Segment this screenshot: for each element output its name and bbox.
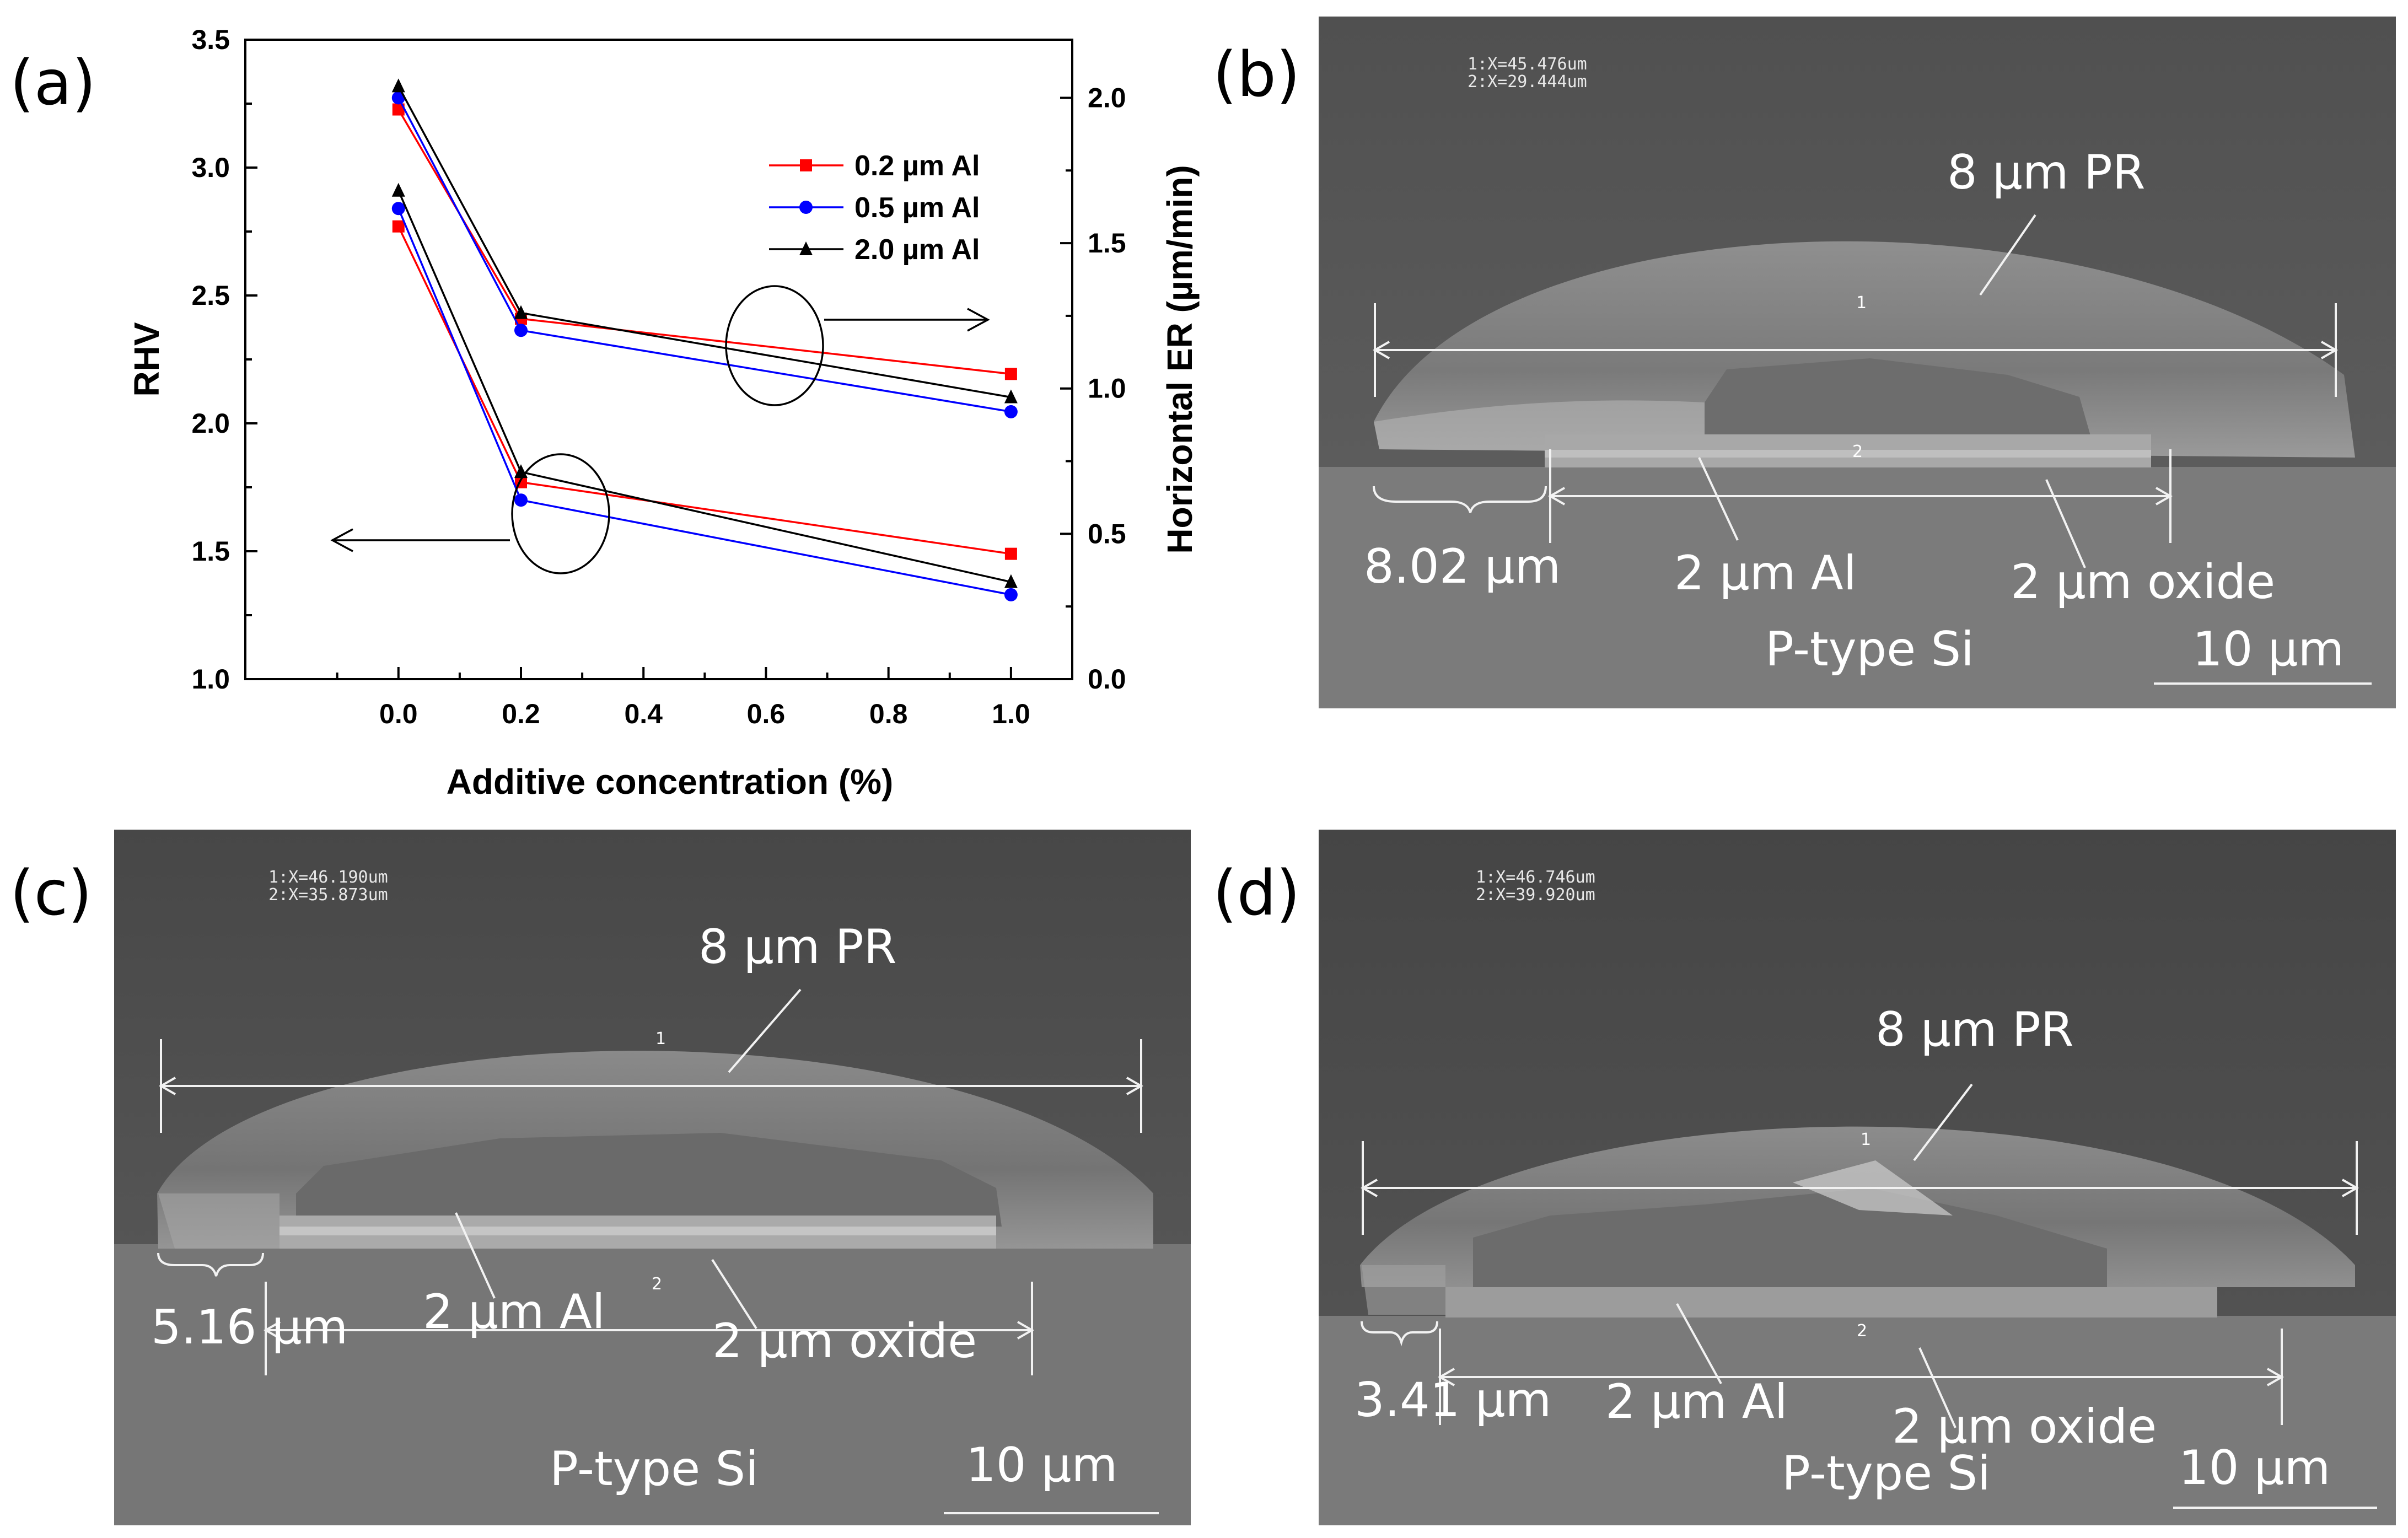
y2-tick-label: 2.0 <box>1088 82 1126 113</box>
sem-c-substrate-label: P-type Si <box>550 1442 759 1497</box>
y-tick-label: 2.5 <box>191 280 230 311</box>
rhv-point-2-0-m-al <box>1004 574 1018 588</box>
legend-label-0-5-m-al: 0.5 µm Al <box>854 192 980 224</box>
x-axis-label: Additive concentration (%) <box>447 762 894 802</box>
legend-label-0-2-m-al: 0.2 µm Al <box>854 150 980 182</box>
sem-d-marker-2: 2 <box>1857 1321 1868 1341</box>
sem-c-marker-2: 2 <box>652 1275 663 1294</box>
panel-b-letter: (b) <box>1213 39 1300 111</box>
y-axis-label: RHV <box>127 322 166 396</box>
panel-d-letter: (d) <box>1213 858 1300 929</box>
sem-d-pr-label: 8 µm PR <box>1875 1002 2074 1057</box>
sem-b-scale-label: 10 µm <box>2192 622 2345 677</box>
annotation-arrowhead-right <box>967 308 990 332</box>
er-point-0-5-m-al <box>1004 405 1018 418</box>
y2-tick-label: 1.5 <box>1088 228 1126 259</box>
y-tick-label: 1.5 <box>191 536 230 567</box>
er-point-2-0-m-al <box>391 78 405 93</box>
rhv-point-0-2-m-al <box>392 220 405 233</box>
x-tick-label: 0.2 <box>502 698 540 729</box>
annotation-ellipse-er <box>725 285 824 406</box>
y2-tick-label: 1.0 <box>1088 373 1126 404</box>
sem-b-substrate-label: P-type Si <box>1765 622 1974 677</box>
sem-d-oxide-label: 2 µm oxide <box>1892 1399 2157 1454</box>
sem-d-marker-1: 1 <box>1861 1130 1872 1149</box>
sem-b-marker-2: 2 <box>1852 442 1863 461</box>
y-tick-label: 3.0 <box>191 152 230 183</box>
y2-tick-label: 0.5 <box>1088 518 1126 549</box>
sem-d-readout: 1:X=46.746um 2:X=39.920um <box>1476 868 1595 905</box>
sem-b-al-label: 2 µm Al <box>1674 546 1857 601</box>
sem-d-undercut-label: 3.41 µm <box>1354 1373 1552 1428</box>
er-point-2-0-m-al <box>1004 389 1018 404</box>
x-tick-label: 0.8 <box>869 698 908 729</box>
annotation-arrowhead-left <box>330 528 353 552</box>
sem-c-scale-label: 10 µm <box>966 1438 1118 1493</box>
x-tick-label: 0.4 <box>624 698 663 729</box>
sem-d-scale-label: 10 µm <box>2179 1440 2331 1496</box>
x-tick-label: 1.0 <box>992 698 1030 729</box>
rhv-point-0-2-m-al <box>1004 547 1017 560</box>
y-tick-label: 1.0 <box>191 664 230 695</box>
sem-d-al-label: 2 µm Al <box>1605 1374 1788 1429</box>
rhv-point-0-5-m-al <box>391 202 405 216</box>
sem-c-al-label: 2 µm Al <box>423 1284 605 1340</box>
rhv-line-0-2-m-al <box>397 225 1012 555</box>
er-point-0-5-m-al <box>514 324 528 337</box>
x-tick-label: 0.6 <box>747 698 786 729</box>
annotation-ellipse-rhv <box>511 453 610 574</box>
sem-c-undercut-label: 5.16 µm <box>151 1300 348 1355</box>
sem-b-undercut-label: 8.02 µm <box>1364 539 1561 594</box>
rhv-point-2-0-m-al <box>391 182 405 197</box>
panel-a-letter: (a) <box>10 47 96 119</box>
sem-image-c: 1:X=46.190um 2:X=35.873um 1 2 8 µm PR 5.1… <box>114 830 1191 1525</box>
y-tick-label: 3.5 <box>191 24 230 55</box>
y2-axis-label: Horizontal ER (µm/min) <box>1160 165 1200 553</box>
sem-image-b: 1:X=45.476um 2:X=29.444um 1 2 8 µm PR 8.0… <box>1319 17 2396 708</box>
sem-c-pr-label: 8 µm PR <box>698 919 897 975</box>
sem-b-pr-label: 8 µm PR <box>1947 145 2146 200</box>
x-tick-label: 0.0 <box>379 698 418 729</box>
sem-b-readout: 1:X=45.476um 2:X=29.444um <box>1468 55 1587 92</box>
er-point-0-2-m-al <box>1004 368 1017 380</box>
er-point-2-0-m-al <box>514 305 528 319</box>
y2-tick-label: 0.0 <box>1088 664 1126 695</box>
sem-c-oxide-label: 2 µm oxide <box>712 1314 977 1369</box>
rhv-point-0-5-m-al <box>514 493 528 507</box>
etch-rate-chart: 0.0 0.2 0.4 0.6 0.8 1.0 1.0 1.5 2.0 2.5 3.0 3.5 0.0 0… <box>127 24 1200 802</box>
panel-c-letter: (c) <box>10 858 92 929</box>
legend-marker-0-5-m-al <box>799 201 813 214</box>
legend-marker-2-0-m-al <box>799 241 813 255</box>
sem-d-substrate-label: P-type Si <box>1782 1446 1991 1501</box>
sem-b-oxide-label: 2 µm oxide <box>2011 555 2276 610</box>
er-point-0-2-m-al <box>392 103 405 116</box>
rhv-point-0-5-m-al <box>1004 588 1018 601</box>
sem-image-d: 1:X=46.746um 2:X=39.920um 1 2 8 µm PR 3.4… <box>1319 830 2396 1525</box>
sem-c-readout: 1:X=46.190um 2:X=35.873um <box>268 868 388 905</box>
sem-c-marker-1: 1 <box>655 1029 666 1048</box>
y-tick-label: 2.0 <box>191 408 230 439</box>
legend-label-2-0-m-al: 2.0 µm Al <box>854 234 980 266</box>
legend-marker-0-2-m-al <box>800 159 812 171</box>
er-point-0-5-m-al <box>391 91 405 105</box>
sem-b-marker-1: 1 <box>1856 293 1867 313</box>
